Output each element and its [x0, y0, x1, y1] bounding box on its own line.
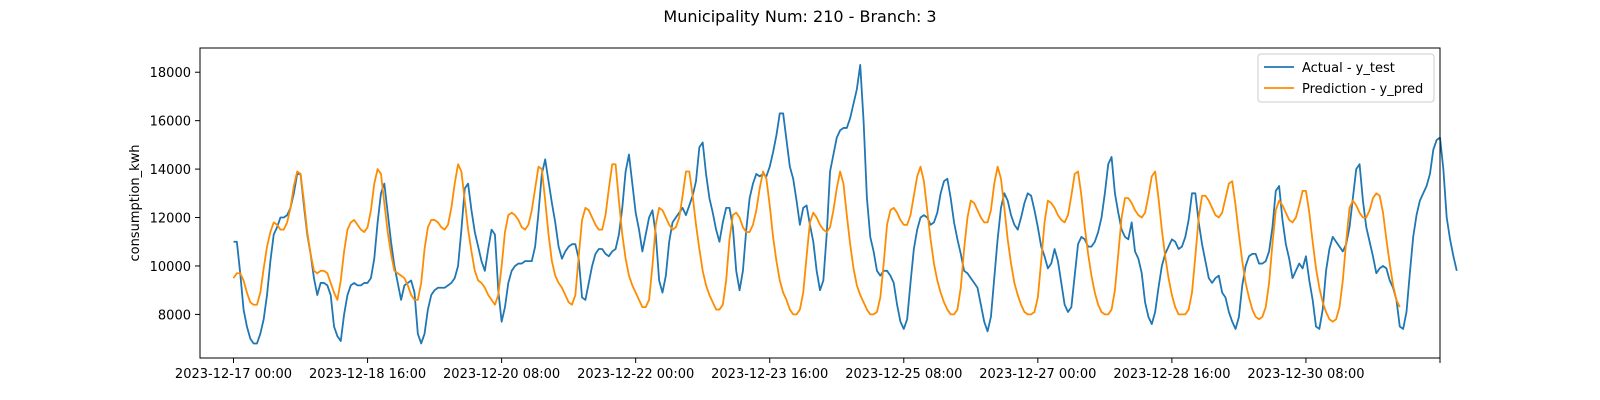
legend-label-prediction: Prediction - y_pred: [1302, 82, 1423, 97]
series-line-1: [232, 163, 1401, 323]
plot-frame: [199, 47, 1441, 359]
series-layer: [232, 64, 1458, 345]
x-tick-label: 2023-12-25 08:00: [845, 367, 962, 382]
x-tick-label: 2023-12-22 00:00: [577, 367, 694, 382]
y-axis: 8000 10000 12000 14000 16000 18000: [150, 66, 200, 323]
x-tick-label: 2023-12-27 00:00: [979, 367, 1096, 382]
x-tick-label: 2023-12-20 08:00: [443, 367, 560, 382]
y-axis-label: consumption_kwh: [128, 144, 143, 261]
x-tick-label: 2023-12-30 08:00: [1247, 367, 1364, 382]
x-tick-label: 2023-12-18 16:00: [309, 367, 426, 382]
legend: Actual - y_test Prediction - y_pred: [1257, 53, 1435, 103]
series-line-0: [233, 64, 1458, 345]
x-tick-label: 2023-12-28 16:00: [1113, 367, 1230, 382]
legend-box: [1257, 53, 1435, 103]
y-tick-label: 8000: [158, 308, 191, 323]
chart-title: Municipality Num: 210 - Branch: 3: [663, 7, 936, 26]
y-tick-label: 16000: [150, 115, 191, 130]
y-tick-label: 14000: [150, 163, 191, 178]
x-tick-label: 2023-12-17 00:00: [175, 367, 292, 382]
y-tick-label: 18000: [150, 66, 191, 81]
legend-label-actual: Actual - y_test: [1302, 61, 1395, 76]
y-tick-label: 12000: [150, 212, 191, 227]
y-tick-label: 10000: [150, 260, 191, 275]
x-tick-label: 2023-12-23 16:00: [711, 367, 828, 382]
x-axis: 2023-12-17 00:00 2023-12-18 16:00 2023-12-…: [175, 358, 1441, 382]
